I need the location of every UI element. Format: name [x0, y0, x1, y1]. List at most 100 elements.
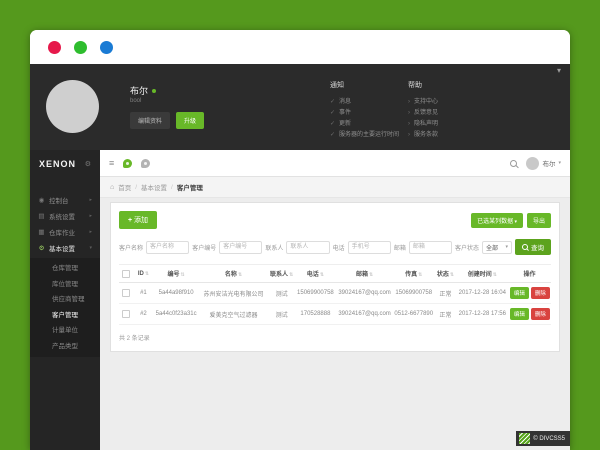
column-label: 编号 [167, 272, 180, 278]
cell-name: 爱美克空气过滤器 [198, 303, 269, 325]
table-header-cell[interactable]: 电话⇅ [294, 264, 336, 283]
sort-icon[interactable]: ⇅ [319, 272, 325, 278]
customer-panel: 添加 已选某列数据 导出 客户名称客户编号联系人电话邮箱客户状态全部▾查询 ID… [110, 202, 560, 352]
search-icon [522, 244, 529, 250]
edit-profile-button[interactable]: 编辑资料 [130, 112, 171, 129]
notification-item[interactable]: ✓ 服务器的主要运行时间 [330, 130, 399, 141]
messages-icon[interactable] [123, 158, 133, 168]
status-filter-label: 客户状态 [455, 245, 480, 252]
query-button[interactable]: 查询 [515, 239, 552, 255]
watermark-badge: © DIVCSS5 [516, 431, 570, 446]
table-header-cell[interactable]: 编号⇅ [153, 264, 199, 283]
edit-button[interactable]: 编辑 [509, 287, 529, 299]
table-header-row: ID⇅ 编号⇅ 名称⇅ 联系人⇅ 电话⇅ 邮箱⇅ 传真⇅ 状态⇅ 创建时间⇅ 操作 [119, 264, 551, 283]
column-label: 创建时间 [467, 272, 492, 278]
sidebar-item[interactable]: ⚙ 基本设置 ▾ [30, 240, 100, 256]
breadcrumb-home[interactable]: 首页 [118, 185, 132, 192]
delete-button[interactable]: 删除 [530, 287, 550, 299]
notifications-title: 通知 [330, 82, 344, 89]
table-header-cell[interactable]: 状态⇅ [434, 264, 457, 283]
filter-input[interactable] [146, 240, 190, 254]
table-header-cell[interactable]: 联系人⇅ [268, 264, 295, 283]
sort-icon[interactable]: ⇅ [237, 272, 243, 278]
filter-input[interactable] [286, 240, 330, 254]
table-header-cell[interactable]: 创建时间⇅ [456, 264, 508, 283]
columns-dropdown-button[interactable]: 已选某列数据 [471, 212, 523, 228]
notification-item[interactable]: ✓ 更新 [330, 119, 399, 130]
filter-input[interactable] [219, 240, 263, 254]
help-item[interactable]: › 反馈意见 [408, 108, 438, 119]
gauge-icon: ◉ [38, 197, 45, 204]
select-all-checkbox[interactable] [122, 269, 131, 278]
sidebar-subitem[interactable]: 供应商管理 [52, 296, 85, 303]
row-checkbox[interactable] [122, 310, 131, 318]
upgrade-button[interactable]: 升级 [176, 112, 205, 129]
main-content: ≡ 布尔 ▾ ⌂ 首页 / 基本设置 / 客户管理 添加 [100, 150, 570, 450]
cell-status: 正常 [434, 282, 457, 304]
help-item[interactable]: › 支持中心 [408, 97, 438, 108]
sidebar-item[interactable]: ▦ 仓库作业 ▸ [30, 224, 100, 240]
filter-input[interactable] [347, 240, 391, 254]
minimize-dot[interactable] [74, 40, 87, 54]
sort-icon[interactable]: ⇅ [492, 272, 497, 278]
help-list: › 支持中心 › 反馈意见 › 隐私声明 › 服务条款 [408, 97, 438, 141]
table-body: #1 5a44a98f910 苏州安洁光电有限公司 测试 15069900758 3902… [119, 282, 551, 325]
notifications-list: ✓ 消息 ✓ 事件 ✓ 更新 ✓ 服务器的主要运行时间 [330, 97, 399, 141]
sidebar-item[interactable]: ▤ 系统设置 ▸ [30, 208, 100, 224]
add-button[interactable]: 添加 [119, 211, 158, 229]
sidebar-gear-icon[interactable]: ⚙ [84, 161, 91, 168]
table-header-cell[interactable]: 操作 [507, 264, 551, 283]
sidebar-subitem[interactable]: 计量单位 [52, 327, 78, 334]
alerts-icon[interactable] [141, 158, 151, 168]
chevron-down-icon: ▾ [558, 160, 561, 166]
delete-button[interactable]: 删除 [530, 308, 550, 320]
breadcrumb-current: 客户管理 [176, 185, 203, 192]
hamburger-menu-icon[interactable]: ≡ [109, 158, 115, 168]
help-item[interactable]: › 隐私声明 [408, 119, 438, 130]
cell-status: 正常 [434, 303, 457, 325]
cell-fax: 0512-6677890 [393, 303, 435, 325]
cell-id: #2 [133, 303, 154, 325]
check-icon: ✓ [330, 110, 336, 116]
sidebar-subitem[interactable]: 库位管理 [52, 280, 78, 288]
gear-icon: ⚙ [38, 245, 45, 252]
sidebar-subitem[interactable]: 产品类型 [52, 342, 78, 350]
breadcrumb: ⌂ 首页 / 基本设置 / 客户管理 [100, 177, 570, 198]
breadcrumb-section[interactable]: 基本设置 [141, 185, 168, 192]
cell-created: 2017-12-28 16:04 [456, 282, 508, 304]
notifications-column: 通知 ✓ 消息 ✓ 事件 ✓ 更新 ✓ 服务器的主要运行时间 [330, 80, 399, 141]
sort-icon[interactable]: ⇅ [418, 272, 423, 278]
user-menu[interactable]: 布尔 ▾ [526, 156, 561, 170]
sort-icon[interactable]: ⇅ [180, 272, 185, 278]
edit-button[interactable]: 编辑 [509, 308, 529, 320]
sort-icon[interactable]: ⇅ [368, 272, 374, 278]
table-header-cell[interactable]: 名称⇅ [198, 264, 269, 283]
panel-toolbar: 添加 已选某列数据 导出 [119, 211, 551, 229]
sidebar-subitem[interactable]: 仓库管理 [52, 265, 78, 272]
search-icon[interactable] [510, 159, 518, 167]
export-button[interactable]: 导出 [526, 212, 551, 228]
maximize-dot[interactable] [100, 40, 113, 54]
table-header-cell[interactable]: ID⇅ [133, 264, 154, 283]
table-header-cell[interactable]: 邮箱⇅ [335, 264, 394, 283]
table-header-cell[interactable]: 传真⇅ [393, 264, 435, 283]
close-dot[interactable] [48, 40, 61, 54]
column-label: ID [137, 270, 144, 277]
sidebar-item[interactable]: ◉ 控制台 ▸ [30, 192, 100, 208]
profile-buttons: 编辑资料 升级 [130, 112, 205, 129]
sort-icon[interactable]: ⇅ [289, 272, 294, 278]
collapse-header-caret-icon[interactable]: ▾ [556, 66, 561, 75]
sidebar-subitem[interactable]: 客户管理 [52, 311, 78, 319]
cell-fax: 15069900758 [393, 282, 435, 304]
status-filter-select[interactable]: 全部 ▾ [482, 240, 513, 254]
table-head: ID⇅ 编号⇅ 名称⇅ 联系人⇅ 电话⇅ 邮箱⇅ 传真⇅ 状态⇅ 创建时间⇅ 操作 [119, 264, 551, 283]
notification-item[interactable]: ✓ 消息 [330, 97, 399, 108]
filter-input[interactable] [408, 240, 453, 254]
chevron-right-icon: › [408, 99, 410, 105]
row-checkbox[interactable] [122, 289, 131, 297]
help-item[interactable]: › 服务条款 [408, 130, 438, 141]
notification-item[interactable]: ✓ 事件 [330, 108, 399, 119]
sort-icon[interactable]: ⇅ [144, 270, 150, 277]
sort-icon[interactable]: ⇅ [449, 272, 455, 278]
chevron-right-icon: › [408, 132, 410, 138]
